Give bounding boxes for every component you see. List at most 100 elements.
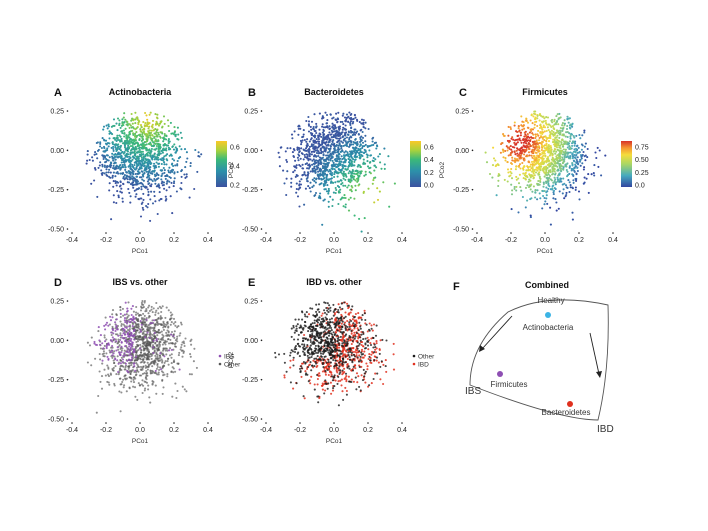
data-point <box>324 150 327 153</box>
data-point <box>539 162 542 165</box>
data-point <box>549 206 552 209</box>
data-point <box>116 155 120 158</box>
data-point <box>174 321 177 324</box>
data-point <box>285 158 288 162</box>
data-point <box>319 192 322 195</box>
data-point <box>325 141 328 144</box>
data-point <box>130 380 133 383</box>
data-point <box>364 127 367 130</box>
data-point <box>565 131 568 134</box>
data-point <box>531 163 534 167</box>
data-point <box>159 120 162 123</box>
data-point <box>529 176 532 179</box>
data-point <box>367 187 370 190</box>
data-point <box>542 194 545 198</box>
data-point <box>109 131 112 134</box>
y-tick-mark <box>471 149 474 152</box>
data-point <box>317 145 320 148</box>
data-point <box>374 372 377 375</box>
data-point <box>565 165 568 168</box>
data-point <box>119 140 122 143</box>
data-point <box>523 131 526 134</box>
data-point <box>122 129 125 132</box>
data-point <box>361 146 364 149</box>
data-point <box>338 134 342 137</box>
data-point <box>354 116 357 119</box>
data-point <box>498 174 501 177</box>
data-point <box>553 118 556 121</box>
data-point <box>332 152 335 156</box>
data-point <box>106 147 109 150</box>
data-point <box>149 151 152 154</box>
data-point <box>200 153 203 156</box>
data-point <box>561 129 564 132</box>
data-point <box>171 170 174 173</box>
data-point <box>555 142 558 145</box>
data-point <box>161 172 164 175</box>
data-point <box>295 166 298 169</box>
x-axis-label: PCo1 <box>326 438 343 445</box>
data-point <box>142 358 145 361</box>
colorbar-tick-label: 0.75 <box>635 145 649 152</box>
x-tick-mark <box>105 232 107 234</box>
data-point <box>552 197 555 200</box>
data-point <box>347 198 350 201</box>
x-tick-mark <box>207 232 209 234</box>
data-point <box>593 174 596 177</box>
data-point <box>168 180 171 183</box>
data-point <box>335 131 338 134</box>
data-point <box>350 160 353 163</box>
data-point <box>577 146 580 149</box>
data-point <box>555 146 559 149</box>
data-point <box>113 153 116 156</box>
data-point <box>132 119 135 122</box>
data-point <box>145 170 148 173</box>
data-point <box>108 182 111 185</box>
data-point <box>142 198 145 201</box>
data-point <box>153 162 156 165</box>
data-point <box>144 364 147 367</box>
data-point <box>112 194 115 197</box>
y-tick-mark <box>66 418 69 420</box>
data-point <box>300 178 303 181</box>
data-point <box>337 202 340 206</box>
data-point <box>155 392 158 395</box>
data-point <box>514 159 517 162</box>
data-point <box>329 169 332 172</box>
data-point <box>125 136 128 139</box>
data-point <box>327 192 330 195</box>
data-point <box>153 167 156 170</box>
colorbar-tick-label: 0.6 <box>424 145 434 152</box>
legend-label: Other <box>224 362 241 369</box>
data-point <box>526 199 529 202</box>
data-point <box>155 347 158 350</box>
data-point <box>568 140 571 143</box>
data-point <box>326 137 329 141</box>
data-point <box>566 124 569 128</box>
x-tick-label: 0.0 <box>135 427 145 434</box>
data-point <box>133 148 136 151</box>
data-point <box>315 155 318 158</box>
data-point <box>289 147 292 150</box>
data-point <box>310 153 313 156</box>
data-point <box>348 136 351 139</box>
data-point <box>576 160 579 163</box>
data-point <box>111 174 114 177</box>
data-point <box>112 185 115 188</box>
data-point <box>163 169 166 172</box>
data-point <box>111 152 114 155</box>
data-point <box>130 313 133 317</box>
data-point <box>318 128 321 131</box>
data-point <box>538 136 541 140</box>
data-point <box>342 184 345 187</box>
y-tick-mark <box>66 228 69 230</box>
data-point <box>114 365 117 368</box>
data-point <box>139 128 142 131</box>
data-point <box>585 177 588 180</box>
panel-title: IBS vs. other <box>112 277 168 287</box>
x-tick-mark <box>173 422 175 424</box>
data-point <box>539 156 542 159</box>
data-point <box>145 152 148 155</box>
data-point <box>111 336 114 339</box>
data-point <box>333 173 336 176</box>
